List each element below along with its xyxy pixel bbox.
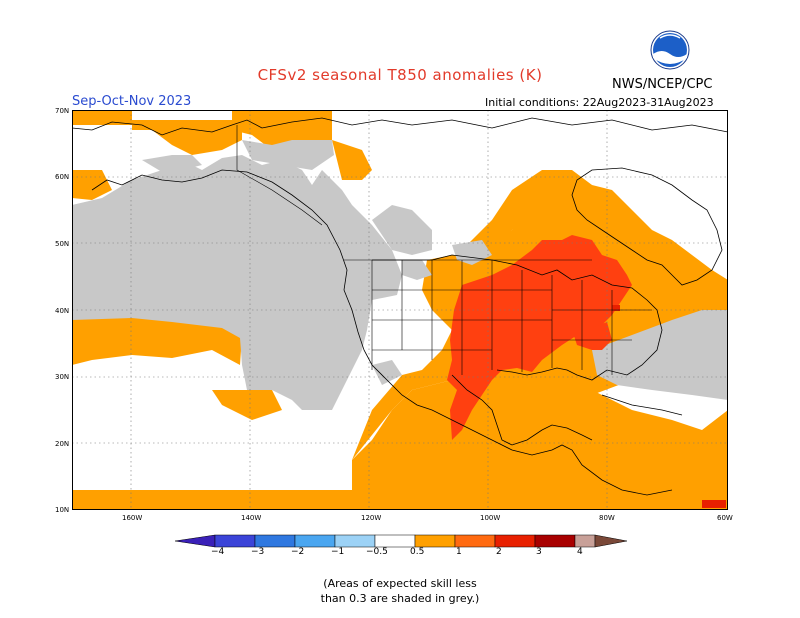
lon-label-140w: 140W <box>241 514 262 522</box>
lat-label-50n: 50N <box>55 240 70 248</box>
colorbar-label-minus0-5: −0.5 <box>366 547 388 557</box>
lon-label-160w: 160W <box>122 514 143 522</box>
lon-label-120w: 120W <box>361 514 382 522</box>
chart-title: CFSv2 seasonal T850 anomalies (K) <box>257 66 543 84</box>
season-label: Sep-Oct-Nov 2023 <box>72 94 192 109</box>
skill-note-line-1: (Areas of expected skill less <box>323 577 477 590</box>
colorbar <box>175 534 627 548</box>
skill-note-line-2: than 0.3 are shaded in grey.) <box>320 592 480 605</box>
lat-label-40n: 40N <box>55 307 70 315</box>
graticule <box>72 110 728 510</box>
lon-label-80w: 80W <box>599 514 615 522</box>
colorbar-label-minus1: −1 <box>331 547 345 557</box>
org-label: NWS/NCEP/CPC <box>612 77 713 92</box>
grey-low-skill-regions <box>72 140 728 410</box>
lat-label-60n: 60N <box>55 173 70 181</box>
lat-label-10n: 10N <box>55 506 70 514</box>
noaa-logo <box>650 30 690 70</box>
political-borders <box>236 125 652 375</box>
colorbar-label-2: 2 <box>496 547 502 557</box>
lat-label-20n: 20N <box>55 440 70 448</box>
anomaly-map <box>72 110 728 510</box>
coastlines <box>72 117 728 496</box>
colorbar-label-minus4: −4 <box>211 547 225 557</box>
colorbar-label-minus3: −3 <box>251 547 265 557</box>
lon-label-60w: 60W <box>717 514 733 522</box>
colorbar-label-4: 4 <box>577 547 583 557</box>
colorbar-label-3: 3 <box>536 547 542 557</box>
lat-label-30n: 30N <box>55 373 70 381</box>
dark-red-specks <box>612 305 726 508</box>
colorbar-label-1: 1 <box>456 547 462 557</box>
lat-label-70n: 70N <box>55 107 70 115</box>
skill-note: (Areas of expected skill less than 0.3 a… <box>0 576 800 606</box>
colorbar-label-0-5: 0.5 <box>410 547 425 557</box>
colorbar-label-minus2: −2 <box>291 547 305 557</box>
initial-conditions-label: Initial conditions: 22Aug2023-31Aug2023 <box>485 96 714 109</box>
lon-label-100w: 100W <box>480 514 501 522</box>
